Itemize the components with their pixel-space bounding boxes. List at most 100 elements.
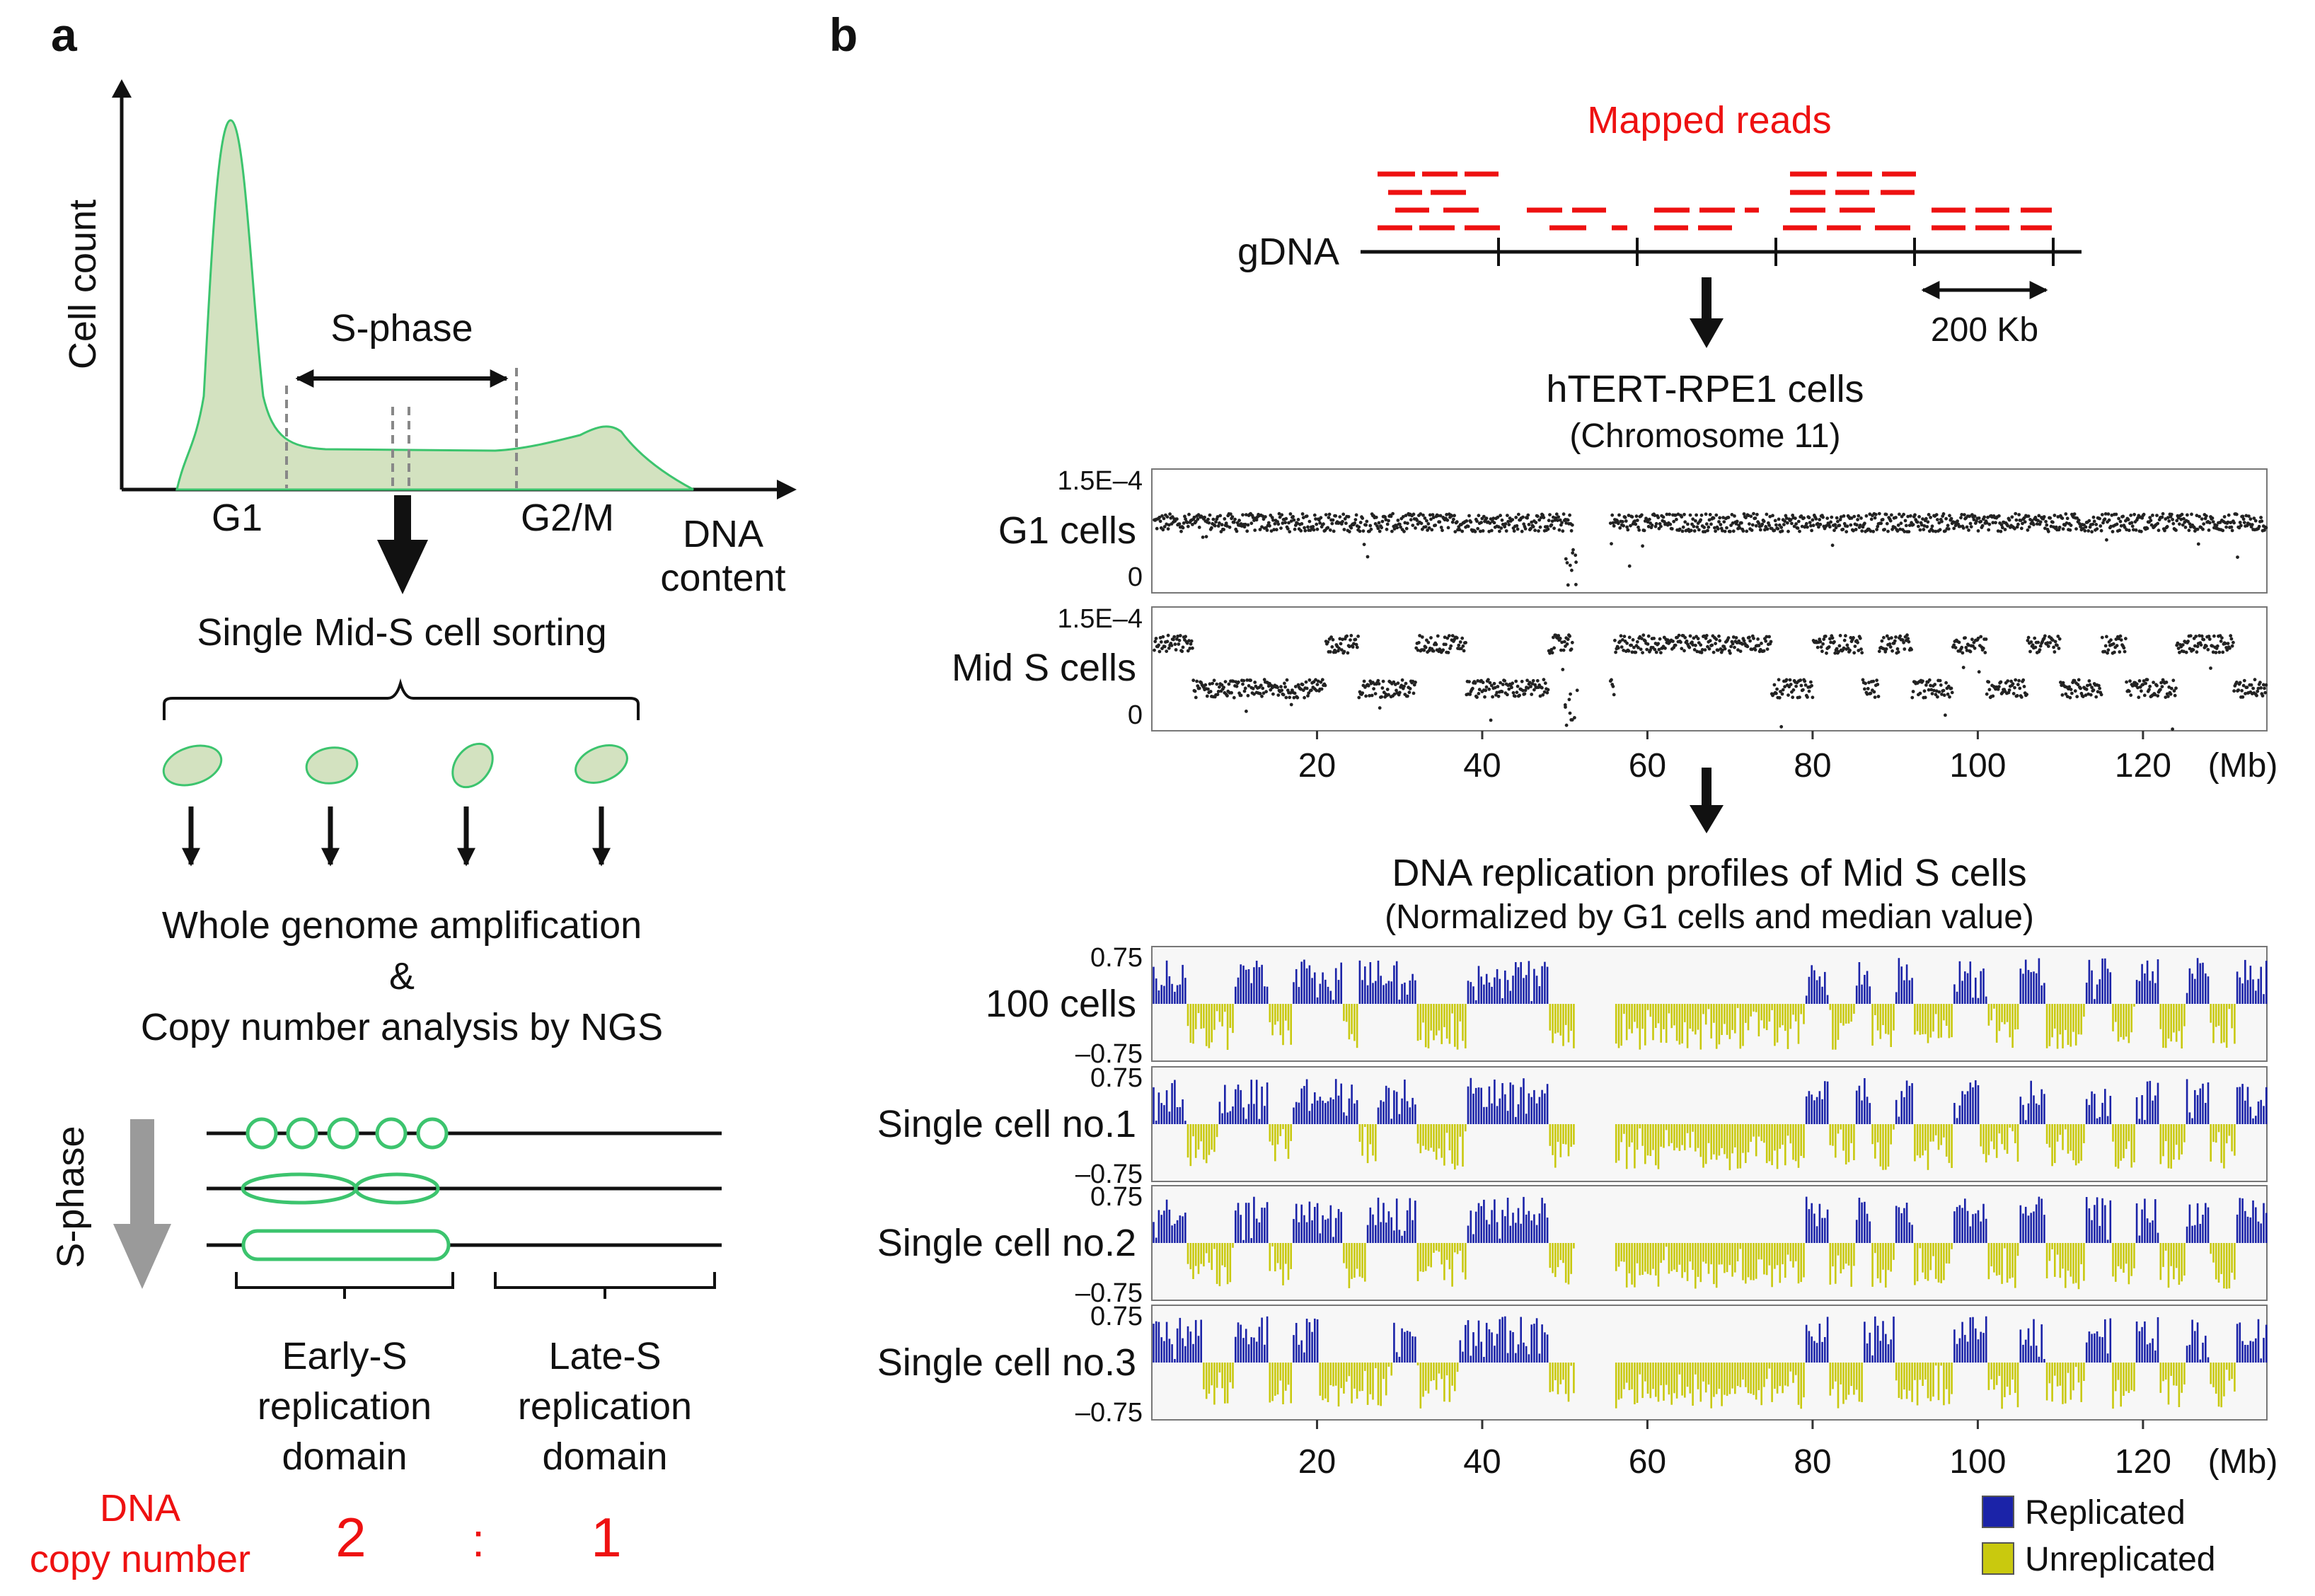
data-point (1496, 685, 1500, 688)
replicated-bar (1966, 973, 1969, 1004)
data-point (1496, 515, 1500, 519)
unreplicated-bar (1697, 1124, 1699, 1148)
data-point (1714, 529, 1718, 533)
replicated-bar (1382, 1101, 1385, 1124)
replicated-bar (2104, 958, 2106, 1004)
data-point (1613, 638, 1617, 642)
unreplicated-bar (1929, 1004, 1932, 1038)
data-point (1893, 639, 1897, 643)
data-point (2109, 638, 2113, 642)
unreplicated-bar (1768, 1004, 1771, 1022)
unreplicated-bar (2083, 1124, 2085, 1143)
unreplicated-bar (1290, 1124, 1292, 1141)
replicated-bar (2038, 1356, 2040, 1363)
data-point (1322, 522, 1325, 526)
unreplicated-bar (1218, 1363, 1221, 1372)
replicated-bar (1975, 977, 1977, 1004)
unreplicated-bar (1663, 1243, 1665, 1261)
data-point (1528, 681, 1532, 685)
data-point (1535, 678, 1540, 683)
unreplicated-bar (1845, 1124, 1847, 1164)
replicated-bar (1174, 991, 1176, 1004)
data-point (1211, 517, 1216, 521)
unreplicated-bar (2125, 1363, 2128, 1392)
replicated-bar (1237, 1085, 1240, 1124)
unreplicated-bar (1794, 1124, 1797, 1162)
replicated-bar (1409, 981, 1411, 1004)
unreplicated-bar (1876, 1243, 1879, 1278)
unreplicated-bar (1620, 1363, 1622, 1399)
replicated-bar (1409, 1331, 1411, 1363)
unreplicated-bar (1745, 1124, 1747, 1163)
unreplicated-bar (1829, 1243, 1832, 1285)
data-point (1875, 528, 1879, 531)
data-point (2087, 679, 2091, 683)
unreplicated-bar (1670, 1243, 1673, 1271)
data-point (1827, 645, 1831, 649)
profile-ymin-label: –0.75 (1075, 1398, 1143, 1428)
replicated-bar (2236, 1324, 2239, 1363)
unreplicated-bar (2059, 1363, 2062, 1386)
unreplicated-bar (1782, 1004, 1784, 1026)
data-point (1315, 522, 1319, 526)
data-point (1332, 529, 1336, 533)
replicated-bar (2202, 1215, 2204, 1243)
data-point (2236, 555, 2239, 559)
unreplicated-bar (1792, 1363, 1794, 1383)
profiles-x-axis: 20 40 60 80 100 120 (1298, 1420, 2171, 1481)
data-point (1926, 520, 1930, 524)
unreplicated-bar (1840, 1004, 1842, 1024)
unreplicated-bar (2077, 1004, 2080, 1035)
data-point (1334, 650, 1338, 654)
replicated-bar (1815, 980, 1818, 1004)
replicated-bar (1179, 1106, 1182, 1124)
replicated-bar (1483, 1106, 1485, 1124)
unreplicated-bar (1993, 1243, 1995, 1273)
unreplicated-bar (1375, 1363, 1377, 1368)
legend: Replicated Unreplicated (1982, 1494, 2215, 1578)
replicated-bar (1813, 1100, 1815, 1124)
replicated-bar (1496, 968, 1499, 1004)
data-point (1481, 681, 1485, 685)
data-point (1704, 512, 1708, 516)
data-point (2261, 694, 2265, 698)
data-point (1991, 521, 1995, 525)
replicated-bar (1488, 1224, 1491, 1243)
data-point (2252, 516, 2256, 520)
data-point (1516, 512, 1520, 516)
data-point (2094, 523, 2098, 526)
data-point (2184, 650, 2188, 654)
data-point (1349, 526, 1353, 530)
data-point (2106, 512, 2111, 516)
data-point (1907, 530, 1911, 533)
unreplicated-bar (1570, 1004, 1572, 1031)
unreplicated-bar (2225, 1004, 2228, 1048)
data-point (1334, 514, 1338, 518)
unreplicated-bar (1736, 1124, 1739, 1169)
data-point (1612, 693, 1616, 697)
data-point (1977, 670, 1981, 674)
data-point (2193, 644, 2197, 648)
data-point (1888, 519, 1893, 523)
data-point (2051, 520, 2055, 524)
data-point (1545, 690, 1549, 695)
data-point (1223, 517, 1227, 521)
data-point (2103, 517, 2107, 521)
data-point (1571, 548, 1575, 552)
unreplicated-bar (1774, 1243, 1776, 1269)
unreplicated-bar (1731, 1243, 1733, 1277)
unreplicated-bar (1419, 1363, 1422, 1409)
unreplicated-bar (1290, 1004, 1292, 1045)
data-point (1467, 514, 1471, 518)
unreplicated-bar (1840, 1363, 1842, 1384)
data-point (1354, 513, 1358, 517)
replicated-bar (2188, 1344, 2191, 1363)
unreplicated-bar (1559, 1124, 1562, 1157)
replicated-bar (1858, 1198, 1861, 1243)
data-point (1673, 513, 1678, 517)
replicated-bar (1898, 1207, 1900, 1243)
replicated-bar (1255, 1341, 1258, 1363)
data-point (1679, 640, 1682, 644)
replicated-bar (2191, 1225, 2193, 1243)
unreplicated-bar (1287, 1124, 1290, 1160)
